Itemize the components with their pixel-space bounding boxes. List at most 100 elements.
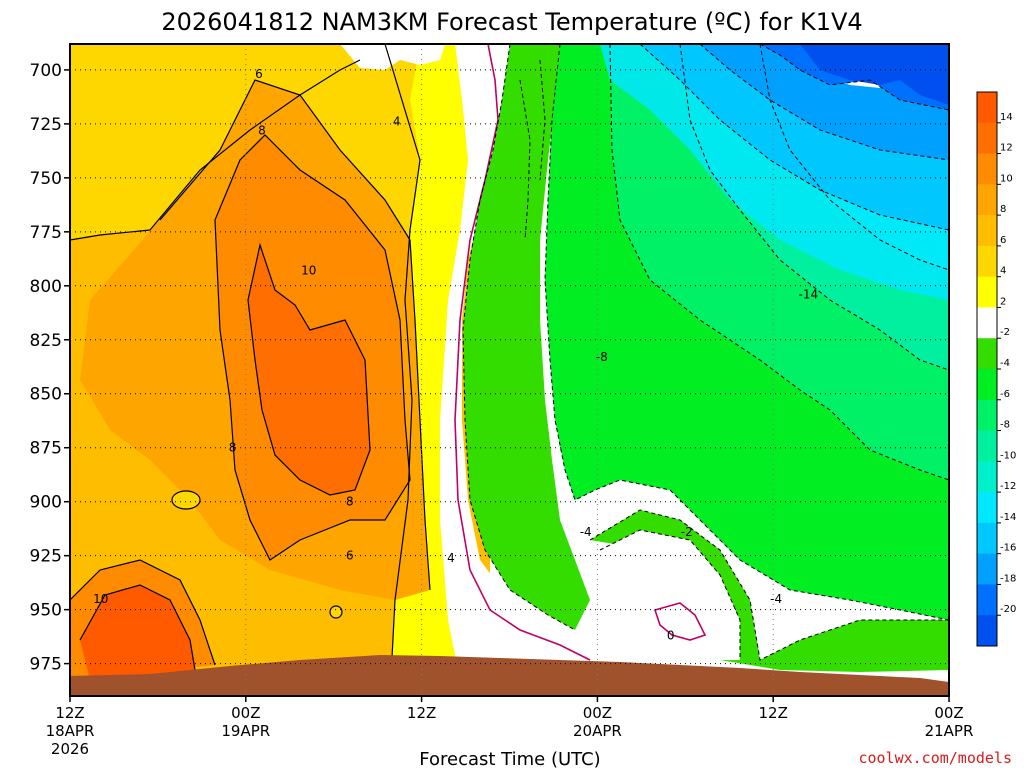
colorbar-swatch	[977, 461, 997, 493]
colorbar-swatch	[977, 584, 997, 616]
y-tick-label: 925	[30, 547, 62, 567]
contour-label: -14	[799, 287, 819, 301]
x-tick-year: 2026	[51, 740, 89, 758]
y-tick-label: 725	[30, 115, 62, 135]
colorbar-swatch	[977, 122, 997, 155]
x-tick-date: 21APR	[925, 722, 974, 740]
colorbar-tick-label: -16	[1000, 543, 1016, 554]
colorbar-tick-label: -4	[1000, 358, 1010, 369]
fill-below-neg20	[800, 44, 949, 105]
contour-label: 8	[258, 123, 266, 137]
y-tick-label: 825	[30, 331, 62, 351]
fill-small-warm-cell	[172, 491, 200, 509]
contour-label: 8	[346, 495, 354, 509]
colorbar-tick-label: -10	[1000, 450, 1016, 461]
contour-label: -4	[770, 592, 782, 606]
credit-text: coolwx.com/models	[858, 749, 1012, 767]
y-tick-label: 700	[30, 61, 62, 81]
x-tick-label: 12Z	[55, 704, 84, 722]
colorbar-swatch	[977, 369, 997, 401]
x-tick-date: 20APR	[573, 722, 622, 740]
colorbar-swatch	[977, 522, 997, 555]
fill-neg12-neg14	[600, 44, 949, 300]
colorbar-swatch	[977, 184, 997, 216]
x-tick-date: 18APR	[46, 722, 95, 740]
contour-label: 8	[229, 441, 237, 455]
fill-4-6-upper	[70, 44, 420, 300]
colorbar-tick-label: 4	[1000, 266, 1006, 277]
colorbar-tick-label: 14	[1000, 112, 1013, 123]
chart-title: 2026041812 NAM3KM Forecast Temperature (…	[161, 8, 862, 36]
contour-label: -4	[580, 525, 592, 539]
colorbar-swatch	[977, 492, 997, 524]
colorbar-swatch	[977, 338, 997, 370]
fill-10-12	[248, 245, 370, 495]
y-tick-label: 875	[30, 439, 62, 459]
x-tick-label: 00Z	[583, 704, 612, 722]
cold-contour-lines	[462, 44, 949, 661]
colorbar: 14 12 10 8 6 4 2 -2 -4 -6 -8 -10 -12 -14 -16 -18 -20	[976, 91, 1016, 647]
colorbar-tick-label: -14	[1000, 512, 1016, 523]
x-tick-label: 00Z	[934, 704, 963, 722]
x-axis-label: Forecast Time (UTC)	[419, 749, 600, 768]
freezing-line	[454, 44, 707, 661]
contour-label: 6	[255, 67, 263, 81]
colorbar-tick-label: -12	[1000, 481, 1016, 492]
colorbar-tick-label: -6	[1000, 389, 1010, 400]
fill-neg2-neg4	[463, 44, 590, 630]
y-tick-label: 800	[30, 277, 62, 297]
colorbar-swatch	[977, 276, 997, 308]
y-tick-label: 900	[30, 493, 62, 513]
x-tick-label: 12Z	[759, 704, 788, 722]
colorbar-swatch	[977, 92, 997, 124]
x-tick-date: 19APR	[221, 722, 270, 740]
colorbar-tick-label: 10	[1000, 173, 1013, 184]
plot-border	[69, 43, 950, 697]
colorbar-swatch	[977, 153, 997, 185]
y-tick-label: 775	[30, 223, 62, 243]
colorbar-tick-label: -2	[1000, 327, 1010, 338]
colorbar-swatch	[977, 215, 997, 247]
contour-label: -8	[596, 350, 608, 364]
contour-label: 10	[93, 592, 108, 606]
y-tick-label: 750	[30, 169, 62, 189]
warm-contour-lines	[70, 44, 431, 696]
contour-label: 10	[301, 264, 316, 278]
colorbar-swatch	[977, 307, 997, 339]
colorbar-swatch	[977, 553, 997, 585]
y-axis-ticks: 700 725 750 775 800 825 850 875 900 925 950 975	[30, 61, 70, 675]
x-tick-label: 00Z	[231, 704, 260, 722]
fill-small-warm-cell-2	[330, 606, 342, 618]
x-tick-label: 12Z	[407, 704, 436, 722]
colorbar-tick-label: 2	[1000, 296, 1006, 307]
fill-neg4-neg6	[545, 44, 949, 620]
fill-neg14-neg16	[640, 44, 949, 230]
fill-neg16-neg18	[700, 44, 949, 160]
colorbar-swatch	[977, 430, 997, 462]
contour-label: -2	[681, 525, 693, 539]
colorbar-tick-label: -18	[1000, 573, 1016, 584]
fill-neg2-2-top	[340, 44, 445, 70]
contour-label: 0	[667, 629, 675, 643]
y-tick-label: 850	[30, 385, 62, 405]
fill-12-14-lowerleft	[80, 585, 195, 680]
y-tick-label: 975	[30, 655, 62, 675]
colorbar-swatch	[977, 399, 997, 432]
colorbar-swatch	[977, 615, 997, 647]
terrain-ground	[70, 655, 949, 696]
y-tick-label: 950	[30, 601, 62, 621]
contour-label: 6	[346, 549, 354, 563]
fill-neg2-lower-white	[590, 530, 740, 660]
colorbar-tick-label: 6	[1000, 235, 1006, 246]
colorbar-tick-label: 12	[1000, 143, 1013, 154]
contour-label: 4	[447, 551, 455, 565]
contour-fills	[70, 44, 949, 696]
contour-labels: 6 4 8 10 8 8 6 4 10 -8 -14 -4 -2 -4 0	[93, 67, 818, 642]
colorbar-tick-label: 8	[1000, 204, 1006, 215]
colorbar-tick-label: -20	[1000, 604, 1016, 615]
colorbar-tick-label: -8	[1000, 420, 1010, 431]
colorbar-swatch	[977, 245, 997, 278]
contour-label: 4	[393, 115, 401, 129]
